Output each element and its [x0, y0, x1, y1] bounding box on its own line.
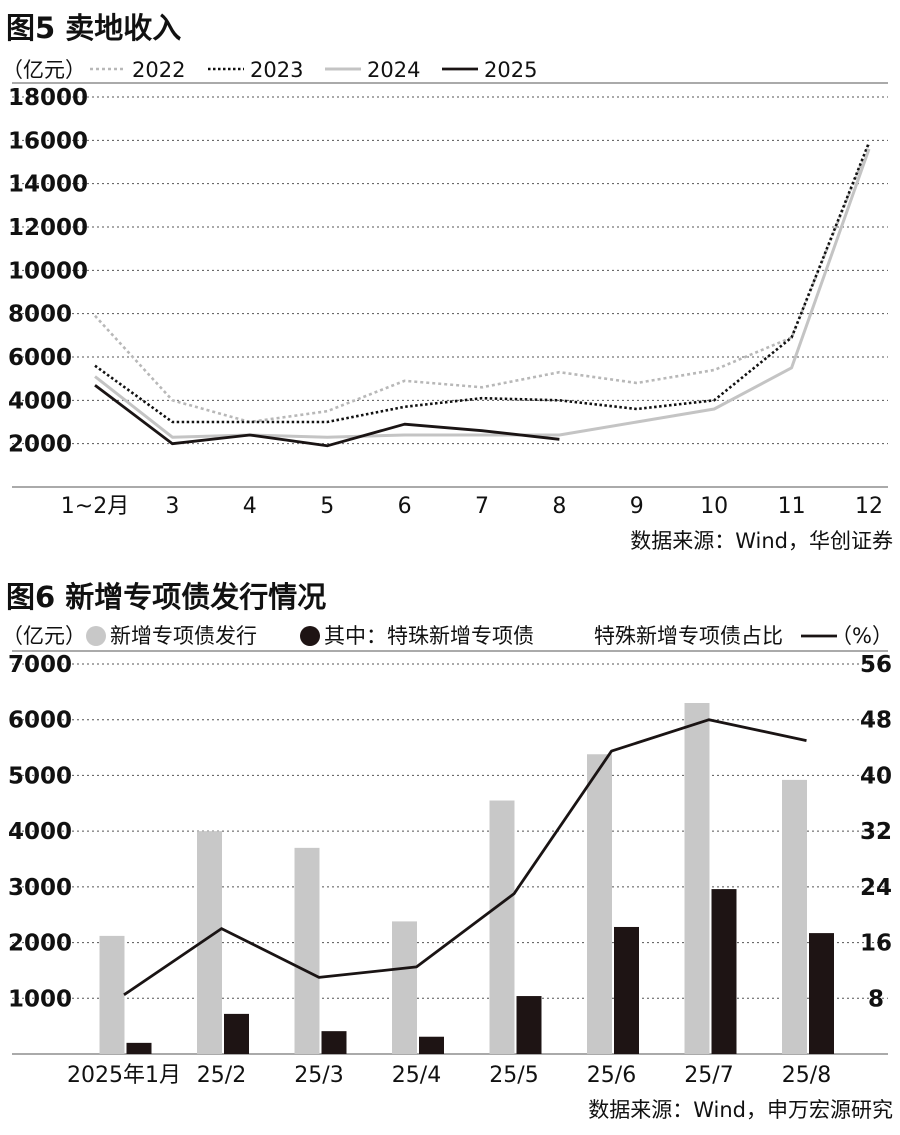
chart2-y2-unit: （%）: [831, 624, 893, 648]
chart1-x-tick-label: 8: [552, 494, 566, 519]
chart2-y-unit: （亿元）: [2, 624, 86, 648]
chart2-y-axis-left: 1000 2000 3000 4000 5000 6000 7000: [8, 652, 72, 1012]
chart1-x-axis: 1~2月 3 4 5 6 7 8 9 10 11 12: [61, 494, 883, 519]
chart2-y-tick-label: 5000: [8, 763, 72, 789]
chart2-bar-issuance: [489, 800, 515, 1054]
chart1-legend-label-2024: 2024: [367, 58, 420, 82]
chart1-legend: 2022 2023 2024 2025: [90, 58, 537, 82]
chart2-legend-label-ratio: 特殊新增专项债占比: [594, 624, 783, 648]
chart2-y2-tick-label: 24: [860, 875, 892, 901]
chart2-y-axis-right: 8 16 24 32 40 48 56: [860, 652, 892, 1012]
chart1-x-tick-label: 6: [398, 494, 412, 519]
chart2-bar-issuance: [294, 847, 320, 1054]
chart2-title: 图6 新增专项债发行情况: [6, 580, 326, 614]
chart2-legend-swatch-issuance: [86, 626, 106, 646]
chart1-x-tick-label: 7: [475, 494, 489, 519]
chart2-bar-special: [516, 996, 542, 1054]
chart1-y-tick-label: 10000: [8, 258, 88, 284]
chart2-y2-tick-label: 8: [868, 986, 884, 1012]
chart2-y-tick-label: 7000: [8, 652, 72, 678]
chart2-grid: [12, 650, 888, 1055]
chart2-x-tick-label: 25/3: [294, 1063, 343, 1088]
chart1-x-tick-label: 9: [630, 494, 644, 519]
chart1-series: [94, 142, 871, 448]
chart2-y2-tick-label: 48: [860, 708, 892, 734]
chart1-y-tick-label: 14000: [8, 172, 88, 198]
chart1-legend-label-2023: 2023: [250, 58, 303, 82]
chart2-bar-special: [614, 926, 639, 1054]
chart2-y2-tick-label: 56: [860, 652, 892, 678]
chart1-x-tick-label: 3: [165, 494, 179, 519]
chart2-x-axis: 2025年1月 25/2 25/3 25/4 25/5 25/6 25/7 25/8: [67, 1063, 831, 1088]
chart1-x-tick-label: 11: [778, 494, 806, 519]
chart2-ratio-series-line: [123, 718, 807, 996]
chart1-legend-label-2022: 2022: [132, 58, 185, 82]
chart1-legend-label-2025: 2025: [484, 58, 537, 82]
chart2-bar-issuance: [587, 754, 612, 1054]
chart2-bars: [99, 703, 834, 1054]
chart1-x-tick-label: 10: [700, 494, 728, 519]
chart1-series-line-2025: [94, 384, 560, 448]
chart2-bar-special: [809, 933, 834, 1054]
chart1-y-tick-label: 18000: [8, 85, 88, 111]
chart2-bar-special: [224, 1013, 249, 1054]
chart2-bar-special: [711, 889, 737, 1054]
chart2-x-tick-label: 25/7: [684, 1063, 733, 1088]
chart2-y-tick-label: 6000: [8, 708, 72, 734]
chart1-series-line-2024: [94, 148, 871, 439]
chart2-bar-issuance: [684, 703, 710, 1054]
chart2-bar-issuance: [782, 779, 807, 1054]
chart2-y2-tick-label: 32: [860, 819, 892, 845]
chart2-legend-label-issuance: 新增专项债发行: [110, 624, 257, 648]
chart2-bar-issuance: [392, 921, 417, 1054]
chart2-x-tick-label: 25/8: [782, 1063, 831, 1088]
chart1-y-tick-label: 8000: [8, 302, 72, 328]
chart2-y2-tick-label: 40: [860, 763, 892, 789]
chart2-bar-special: [419, 1036, 444, 1054]
chart1-y-unit: （亿元）: [2, 58, 86, 82]
chart2-bar-special: [321, 1031, 347, 1054]
chart1-title: 图5 卖地收入: [6, 11, 181, 45]
chart2-y-tick-label: 4000: [8, 819, 72, 845]
chart1-y-tick-label: 2000: [8, 432, 72, 458]
chart1-source: 数据来源：Wind，华创证券: [630, 529, 893, 553]
chart2-bar-issuance: [99, 935, 125, 1054]
chart2-x-tick-label: 25/5: [489, 1063, 538, 1088]
chart1-x-tick-label: 12: [855, 494, 883, 519]
chart1-grid: [12, 82, 888, 488]
chart1-y-tick-label: 4000: [8, 388, 72, 414]
chart1-series-line-2023: [94, 142, 871, 424]
chart2-x-tick-label: 25/6: [587, 1063, 636, 1088]
chart1-x-tick-label: 5: [320, 494, 334, 519]
chart2-legend: 新增专项债发行 其中：特珠新增专项债 特殊新增专项债占比: [86, 624, 837, 648]
chart2-x-tick-label: 2025年1月: [67, 1063, 181, 1088]
chart1-x-tick-label: 4: [243, 494, 257, 519]
chart1-y-tick-label: 6000: [8, 345, 72, 371]
chart2-x-tick-label: 25/4: [392, 1063, 441, 1088]
chart2-y-tick-label: 1000: [8, 986, 72, 1012]
chart1-series-line-2022: [94, 144, 871, 424]
chart1-x-tick-label: 1~2月: [61, 494, 129, 519]
chart1-y-axis: 2000 4000 6000 8000 10000 12000 14000 16000 1800…: [8, 85, 88, 458]
chart2-y-tick-label: 2000: [8, 931, 72, 957]
chart2-y-tick-label: 3000: [8, 875, 72, 901]
chart2-ratio-line: [123, 718, 807, 996]
chart1-y-tick-label: 16000: [8, 128, 88, 154]
chart2-legend-swatch-special: [300, 626, 320, 646]
chart2-legend-label-special: 其中：特珠新增专项债: [324, 624, 534, 648]
chart2-bar-special: [126, 1042, 152, 1054]
chart2-y2-tick-label: 16: [860, 931, 892, 957]
chart2-x-tick-label: 25/2: [197, 1063, 246, 1088]
chart2-source: 数据来源：Wind，申万宏源研究: [588, 1098, 893, 1122]
chart1-y-tick-label: 12000: [8, 215, 88, 241]
